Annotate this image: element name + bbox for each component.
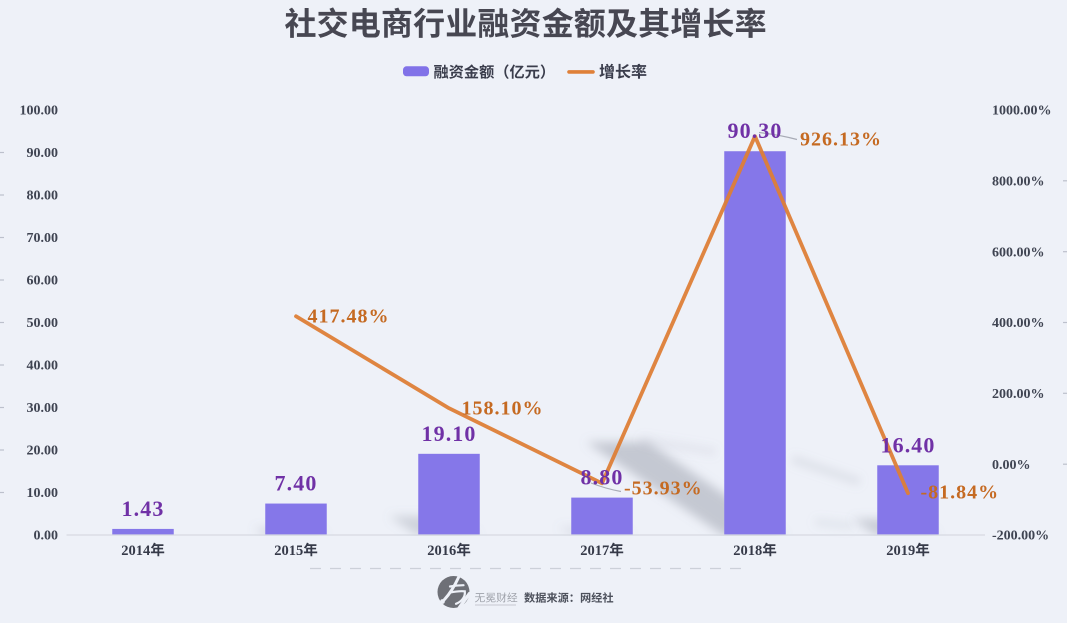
svg-text:-81.84%: -81.84% xyxy=(921,482,1000,504)
svg-text:-53.93%: -53.93% xyxy=(624,478,703,500)
svg-text:158.10%: 158.10% xyxy=(462,398,544,420)
svg-text:16.40: 16.40 xyxy=(881,432,936,457)
svg-text:-200.00%: -200.00% xyxy=(992,529,1049,544)
svg-text:1000.00%: 1000.00% xyxy=(992,104,1052,119)
svg-text:20.00: 20.00 xyxy=(27,444,59,459)
svg-text:2014: 2014 xyxy=(121,543,150,559)
svg-text:50.00: 50.00 xyxy=(27,316,59,331)
svg-text:2019: 2019 xyxy=(886,543,915,559)
svg-text:30.00: 30.00 xyxy=(27,401,59,416)
svg-text:2017: 2017 xyxy=(580,543,609,559)
svg-text:926.13%: 926.13% xyxy=(800,128,882,150)
svg-text:40.00: 40.00 xyxy=(27,359,59,374)
svg-text:400.00%: 400.00% xyxy=(992,316,1045,331)
svg-text:417.48%: 417.48% xyxy=(308,306,390,328)
svg-text:2018: 2018 xyxy=(733,543,762,559)
svg-text:7.40: 7.40 xyxy=(275,471,318,496)
svg-text:60.00: 60.00 xyxy=(27,274,59,289)
svg-text:70.00: 70.00 xyxy=(27,231,59,246)
svg-text:90.30: 90.30 xyxy=(728,118,783,143)
svg-text:2015: 2015 xyxy=(274,543,303,559)
svg-text:10.00: 10.00 xyxy=(27,486,59,501)
svg-text:0.00%: 0.00% xyxy=(992,458,1031,473)
svg-text:600.00%: 600.00% xyxy=(992,245,1045,260)
svg-text:90.00: 90.00 xyxy=(27,146,59,161)
svg-text:80.00: 80.00 xyxy=(27,189,59,204)
svg-text:19.10: 19.10 xyxy=(422,421,477,446)
svg-text:8.80: 8.80 xyxy=(581,465,624,490)
svg-text:100.00: 100.00 xyxy=(20,104,59,119)
svg-text:1.43: 1.43 xyxy=(122,496,165,521)
svg-text:200.00%: 200.00% xyxy=(992,387,1045,402)
svg-text:2016: 2016 xyxy=(427,543,456,559)
svg-text:0.00: 0.00 xyxy=(34,529,59,544)
svg-text:800.00%: 800.00% xyxy=(992,175,1045,190)
